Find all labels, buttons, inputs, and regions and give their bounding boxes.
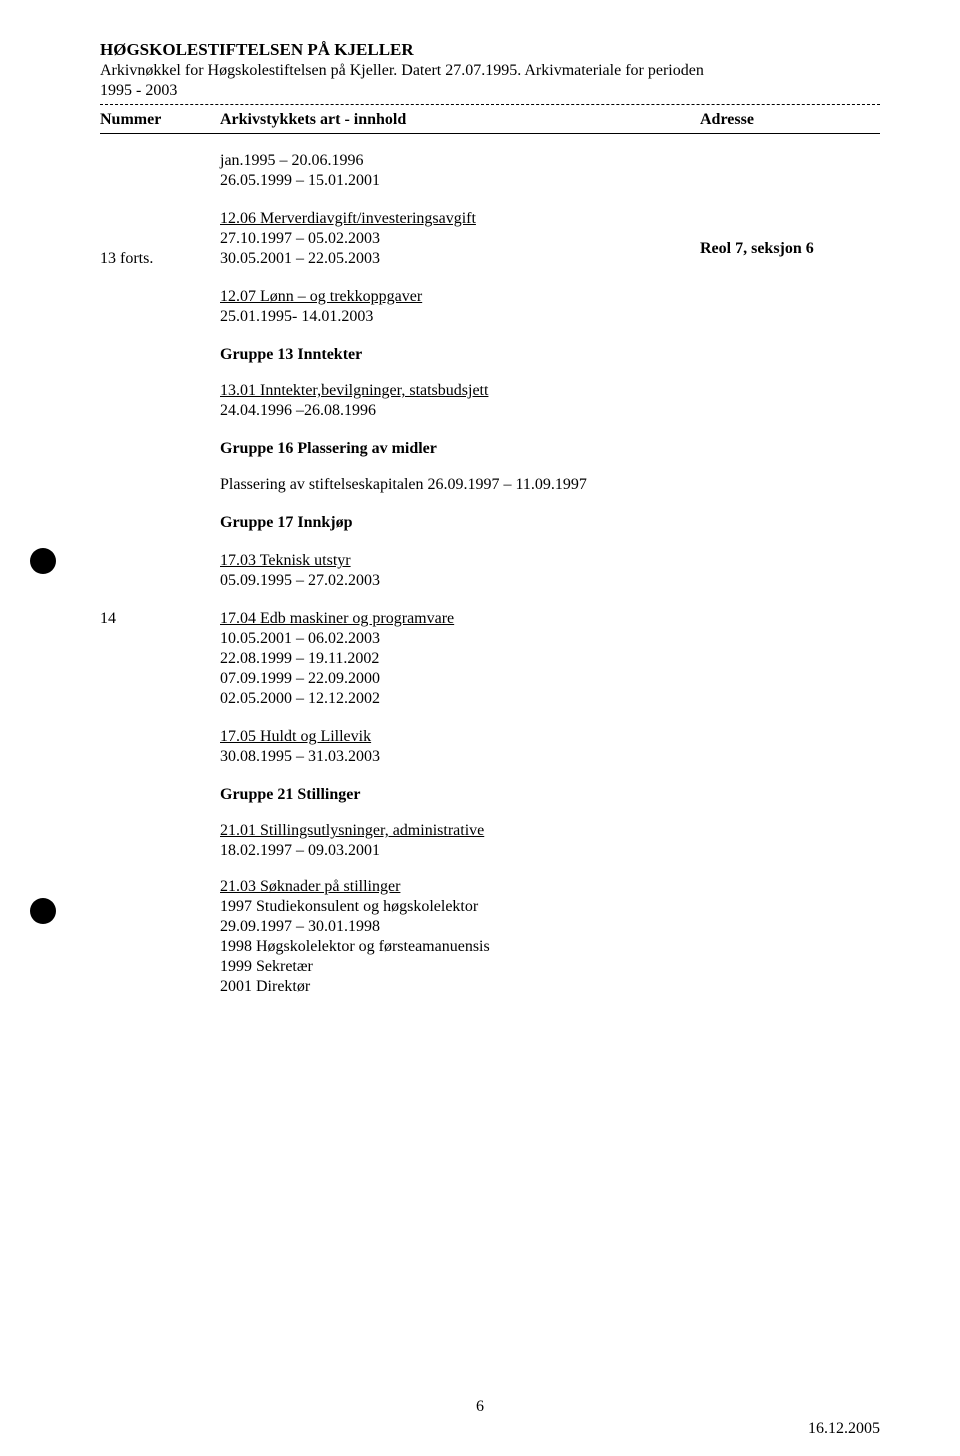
- date-line: 30.05.2001 – 22.05.2003: [220, 250, 700, 268]
- date-line: 26.05.1999 – 15.01.2001: [220, 172, 700, 190]
- section-heading: 13.01 Inntekter,bevilgninger, statsbudsj…: [220, 382, 700, 400]
- text-line: 1997 Studiekonsulent og høgskolelektor: [220, 898, 700, 916]
- date-line: 24.04.1996 –26.08.1996: [220, 402, 700, 420]
- date-line: 27.10.1997 – 05.02.2003: [220, 230, 700, 248]
- section-heading: 21.03 Søknader på stillinger: [220, 878, 700, 896]
- date-line: 02.05.2000 – 12.12.2002: [220, 690, 700, 708]
- footer-date: 16.12.2005: [808, 1420, 880, 1438]
- date-line: 10.05.2001 – 06.02.2003: [220, 630, 700, 648]
- header-sub-2: 1995 - 2003: [100, 82, 880, 100]
- adresse-value: Reol 7, seksjon 6: [700, 210, 880, 258]
- row-number: 13 forts.: [100, 210, 220, 268]
- text-line: 1998 Høgskolelektor og førsteamanuensis: [220, 938, 700, 956]
- gruppe-16: Gruppe 16 Plassering av midler Plasserin…: [100, 440, 880, 496]
- col-innhold: Arkivstykkets art - innhold: [220, 111, 700, 129]
- date-line: 05.09.1995 – 27.02.2003: [220, 572, 700, 590]
- date-line: 22.08.1999 – 19.11.2002: [220, 650, 700, 668]
- gruppe-17-title: Gruppe 17 Innkjøp: [100, 514, 880, 534]
- date-line: 29.09.1997 – 30.01.1998: [220, 918, 700, 936]
- text-line: Plassering av stiftelseskapitalen 26.09.…: [220, 476, 700, 494]
- section-heading: 17.03 Teknisk utstyr: [220, 552, 700, 570]
- section-heading: 12.06 Merverdiavgift/investeringsavgift: [220, 210, 700, 228]
- text-line: 1999 Sekretær: [220, 958, 700, 976]
- section-heading: 17.05 Huldt og Lillevik: [220, 728, 700, 746]
- date-line: 25.01.1995- 14.01.2003: [220, 308, 700, 326]
- divider-dashed: [100, 104, 880, 105]
- section-1705: 17.05 Huldt og Lillevik 30.08.1995 – 31.…: [100, 728, 880, 768]
- section-1207: 12.07 Lønn – og trekkoppgaver 25.01.1995…: [100, 288, 880, 328]
- col-adresse: Adresse: [700, 111, 880, 129]
- hole-punch-icon: [30, 548, 56, 574]
- date-line: 30.08.1995 – 31.03.2003: [220, 748, 700, 766]
- top-dates: jan.1995 – 20.06.1996 26.05.1999 – 15.01…: [100, 152, 880, 192]
- gruppe-21: Gruppe 21 Stillinger 21.01 Stillingsutly…: [100, 786, 880, 998]
- group-title: Gruppe 21 Stillinger: [220, 786, 700, 804]
- col-nummer: Nummer: [100, 111, 220, 129]
- header-title: HØGSKOLESTIFTELSEN PÅ KJELLER: [100, 40, 880, 60]
- page-number: 6: [476, 1398, 484, 1416]
- group-title: Gruppe 13 Inntekter: [220, 346, 700, 364]
- column-headers: Nummer Arkivstykkets art - innhold Adres…: [100, 111, 880, 134]
- date-line: 18.02.1997 – 09.03.2001: [220, 842, 700, 860]
- date-line: jan.1995 – 20.06.1996: [220, 152, 700, 170]
- date-line: 07.09.1999 – 22.09.2000: [220, 670, 700, 688]
- section-heading: 21.01 Stillingsutlysninger, administrati…: [220, 822, 700, 840]
- row-number: 14: [100, 610, 220, 628]
- group-title: Gruppe 16 Plassering av midler: [220, 440, 700, 458]
- section-heading: 17.04 Edb maskiner og programvare: [220, 610, 700, 628]
- section-1703: 17.03 Teknisk utstyr 05.09.1995 – 27.02.…: [100, 552, 880, 592]
- gruppe-13: Gruppe 13 Inntekter 13.01 Inntekter,bevi…: [100, 346, 880, 422]
- hole-punch-icon: [30, 898, 56, 924]
- group-title: Gruppe 17 Innkjøp: [220, 514, 700, 532]
- header-sub-1: Arkivnøkkel for Høgskolestiftelsen på Kj…: [100, 62, 880, 80]
- section-1704: 14 17.04 Edb maskiner og programvare 10.…: [100, 610, 880, 710]
- text-line: 2001 Direktør: [220, 978, 700, 996]
- section-1206: 13 forts. 12.06 Merverdiavgift/investeri…: [100, 210, 880, 270]
- section-heading: 12.07 Lønn – og trekkoppgaver: [220, 288, 700, 306]
